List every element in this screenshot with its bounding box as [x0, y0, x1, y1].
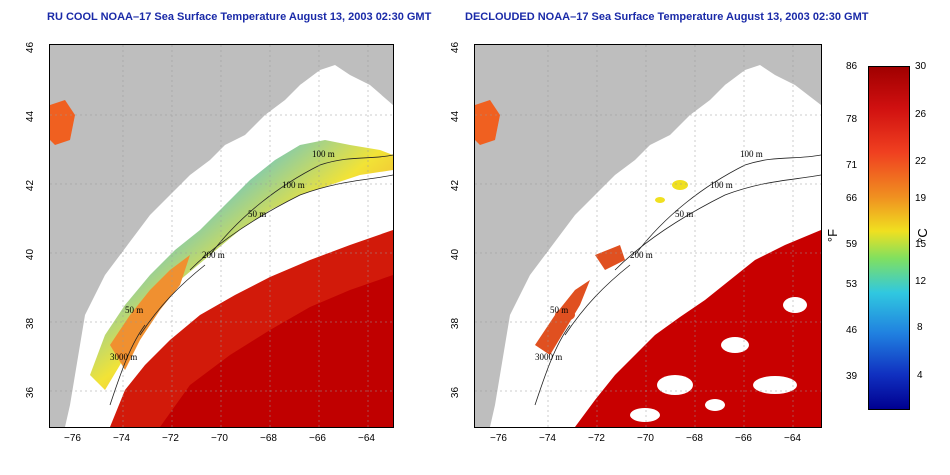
contour-line	[109, 324, 146, 406]
fahrenheit-unit-label: °F	[825, 228, 841, 243]
celsius-tick: 15	[915, 239, 927, 250]
contour-label: 3000 m	[535, 352, 562, 362]
celsius-tick: 30	[915, 61, 927, 72]
y-tick-label: 38	[450, 317, 462, 330]
fahrenheit-tick: 78	[846, 114, 858, 125]
right-map-title: DECLOUDED NOAA–17 Sea Surface Temperatur…	[465, 11, 869, 23]
y-tick-label: 40	[450, 248, 462, 261]
warm-water	[575, 230, 821, 427]
x-tick-label: −66	[735, 433, 752, 444]
land-coast-north	[700, 73, 821, 170]
x-tick-label: −68	[260, 433, 277, 444]
y-tick-label: 38	[25, 317, 37, 330]
x-tick-label: −72	[588, 433, 605, 444]
contour-line	[614, 174, 821, 271]
contour-label: 50 m	[248, 209, 266, 219]
x-tick-label: −68	[686, 433, 703, 444]
left-map-title: RU COOL NOAA–17 Sea Surface Temperature …	[47, 11, 432, 23]
fahrenheit-tick: 59	[846, 239, 858, 250]
coastal-warm-patches	[535, 245, 625, 355]
cloud-holes	[630, 297, 807, 422]
y-tick-label: 44	[450, 110, 462, 123]
x-tick-label: −64	[784, 433, 801, 444]
celsius-tick: 4	[917, 370, 923, 381]
fahrenheit-tick: 71	[846, 160, 858, 171]
x-tick-label: −72	[162, 433, 179, 444]
contour-line	[634, 154, 821, 256]
warm-patch-northwest	[50, 100, 75, 145]
contour-label: 100 m	[312, 149, 335, 159]
orange-band	[110, 255, 190, 370]
y-tick-label: 40	[25, 248, 37, 261]
celsius-tick: 8	[917, 322, 923, 333]
x-tick-label: −76	[64, 433, 81, 444]
y-tick-label: 46	[450, 41, 462, 54]
x-tick-label: −74	[113, 433, 130, 444]
celsius-tick: 12	[915, 276, 927, 287]
left-sst-map: 100 m 100 m 50 m 200 m 50 m 3000 m	[49, 44, 394, 428]
y-tick-label: 46	[25, 41, 37, 54]
fahrenheit-tick: 46	[846, 325, 858, 336]
front-zone	[90, 140, 393, 390]
contour-line	[534, 324, 571, 406]
y-tick-label: 42	[25, 179, 37, 192]
y-tick-label: 36	[450, 386, 462, 399]
contour-label: 100 m	[740, 149, 763, 159]
contour-label: 50 m	[675, 209, 693, 219]
land-mass	[50, 45, 393, 427]
contour-label: 50 m	[125, 305, 143, 315]
warm-patch-northwest	[475, 100, 500, 145]
temperature-colorbar	[868, 66, 910, 410]
contour-label: 3000 m	[110, 352, 137, 362]
contour-line	[139, 264, 206, 336]
celsius-tick: 22	[915, 156, 927, 167]
left-map-image: 100 m 100 m 50 m 200 m 50 m 3000 m	[50, 45, 393, 427]
right-map-image: 100 m 100 m 50 m 200 m 50 m 3000 m	[475, 45, 821, 427]
x-tick-label: −66	[309, 433, 326, 444]
x-tick-label: −70	[211, 433, 228, 444]
contour-label: 100 m	[282, 180, 305, 190]
land-mass	[475, 45, 821, 427]
contour-label: 200 m	[202, 250, 225, 260]
contour-label: 100 m	[710, 180, 733, 190]
y-tick-label: 36	[25, 386, 37, 399]
contour-line	[209, 154, 393, 256]
contour-label: 200 m	[630, 250, 653, 260]
land-coast-north	[275, 73, 393, 170]
fahrenheit-tick: 39	[846, 371, 858, 382]
yellow-patches	[655, 180, 688, 203]
celsius-unit-label: °C	[914, 228, 930, 243]
fahrenheit-tick: 66	[846, 193, 858, 204]
x-tick-label: −76	[490, 433, 507, 444]
y-tick-label: 44	[25, 110, 37, 123]
x-tick-label: −74	[539, 433, 556, 444]
right-sst-map: 100 m 100 m 50 m 200 m 50 m 3000 m	[474, 44, 822, 428]
celsius-tick: 19	[915, 193, 927, 204]
warm-water-inner	[160, 275, 393, 427]
x-tick-label: −64	[358, 433, 375, 444]
fahrenheit-tick: 53	[846, 279, 858, 290]
fahrenheit-tick: 86	[846, 61, 858, 72]
contour-line	[189, 174, 393, 271]
contour-label: 50 m	[550, 305, 568, 315]
celsius-tick: 26	[915, 109, 927, 120]
contour-line	[564, 264, 631, 336]
y-tick-label: 42	[450, 179, 462, 192]
x-tick-label: −70	[637, 433, 654, 444]
